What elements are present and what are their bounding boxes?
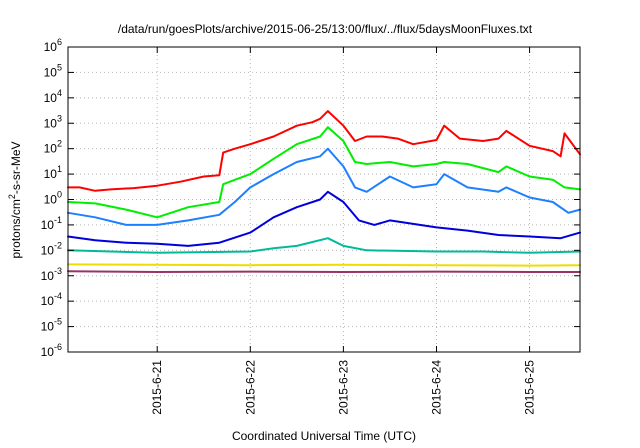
y-axis-label: protons/cm2-s-sr-MeV [7, 141, 23, 258]
y-tick-label: 100 [44, 190, 62, 207]
y-tick-label: 102 [44, 139, 62, 156]
y-tick-base: 10 [44, 40, 58, 54]
y-tick-base: 10 [41, 294, 55, 308]
y-tick-exponent: 4 [57, 88, 62, 98]
y-tick-exponent: 5 [57, 62, 62, 72]
y-tick-exponent: -6 [54, 342, 62, 352]
y-tick-exponent: -4 [54, 291, 62, 301]
series-line-6 [67, 263, 581, 267]
y-tick-exponent: 1 [57, 164, 62, 174]
y-tick-base: 10 [41, 243, 55, 257]
y-tick-label: 10-4 [41, 291, 62, 308]
y-tick-label: 103 [44, 113, 62, 130]
y-tick-label: 106 [44, 37, 62, 54]
axis-ticks [68, 46, 580, 353]
y-tick-label: 101 [44, 164, 62, 181]
y-tick-label: 10-2 [41, 240, 62, 257]
series-line-5 [67, 237, 581, 254]
y-axis-label-suffix: -s-sr-MeV [9, 141, 23, 194]
y-tick-exponent: 2 [57, 139, 62, 149]
y-axis-label-superscript: 2 [7, 194, 17, 199]
series-layer [67, 110, 581, 273]
y-tick-exponent: -2 [54, 240, 62, 250]
y-tick-label: 104 [44, 88, 62, 105]
x-tick-label: 2015-6-22 [243, 360, 257, 415]
series-line-1 [67, 110, 581, 192]
series-line-2 [67, 126, 581, 219]
x-tick-label: 2015-6-24 [429, 360, 443, 415]
y-tick-base: 10 [41, 269, 55, 283]
grid [68, 47, 580, 352]
y-tick-label: 10-3 [41, 266, 62, 283]
series-line-3 [67, 147, 581, 226]
y-tick-base: 10 [41, 218, 55, 232]
y-tick-base: 10 [44, 91, 58, 105]
y-tick-base: 10 [44, 116, 58, 130]
x-tick-label: 2015-6-21 [150, 360, 164, 415]
x-tick-labels: 2015-6-21 2015-6-22 2015-6-23 2015-6-24 2015… [150, 360, 536, 415]
y-tick-exponent: -3 [54, 266, 62, 276]
y-tick-label: 105 [44, 62, 62, 79]
y-tick-label: 10-1 [41, 215, 62, 232]
y-tick-label: 10-6 [41, 342, 62, 359]
series-line-4 [67, 190, 581, 247]
chart-title: /data/run/goesPlots/archive/2015-06-25/1… [118, 22, 533, 36]
y-tick-base: 10 [41, 320, 55, 334]
y-tick-exponent: -1 [54, 215, 62, 225]
y-tick-exponent: -5 [54, 317, 62, 327]
y-tick-base: 10 [44, 65, 58, 79]
y-tick-base: 10 [44, 193, 58, 207]
series-line-7 [67, 270, 581, 273]
y-tick-label: 10-5 [41, 317, 62, 334]
x-tick-label: 2015-6-25 [523, 360, 537, 415]
y-tick-exponent: 6 [57, 37, 62, 47]
x-tick-label: 2015-6-23 [336, 360, 350, 415]
y-tick-base: 10 [44, 167, 58, 181]
y-tick-labels: 10-610-510-410-310-210-11001011021031041… [41, 37, 62, 359]
y-tick-base: 10 [41, 345, 55, 359]
y-tick-exponent: 3 [57, 113, 62, 123]
y-tick-exponent: 0 [57, 190, 62, 200]
y-tick-base: 10 [44, 142, 58, 156]
x-axis-label: Coordinated Universal Time (UTC) [232, 429, 416, 443]
y-axis-label-prefix: protons/cm [9, 199, 23, 258]
